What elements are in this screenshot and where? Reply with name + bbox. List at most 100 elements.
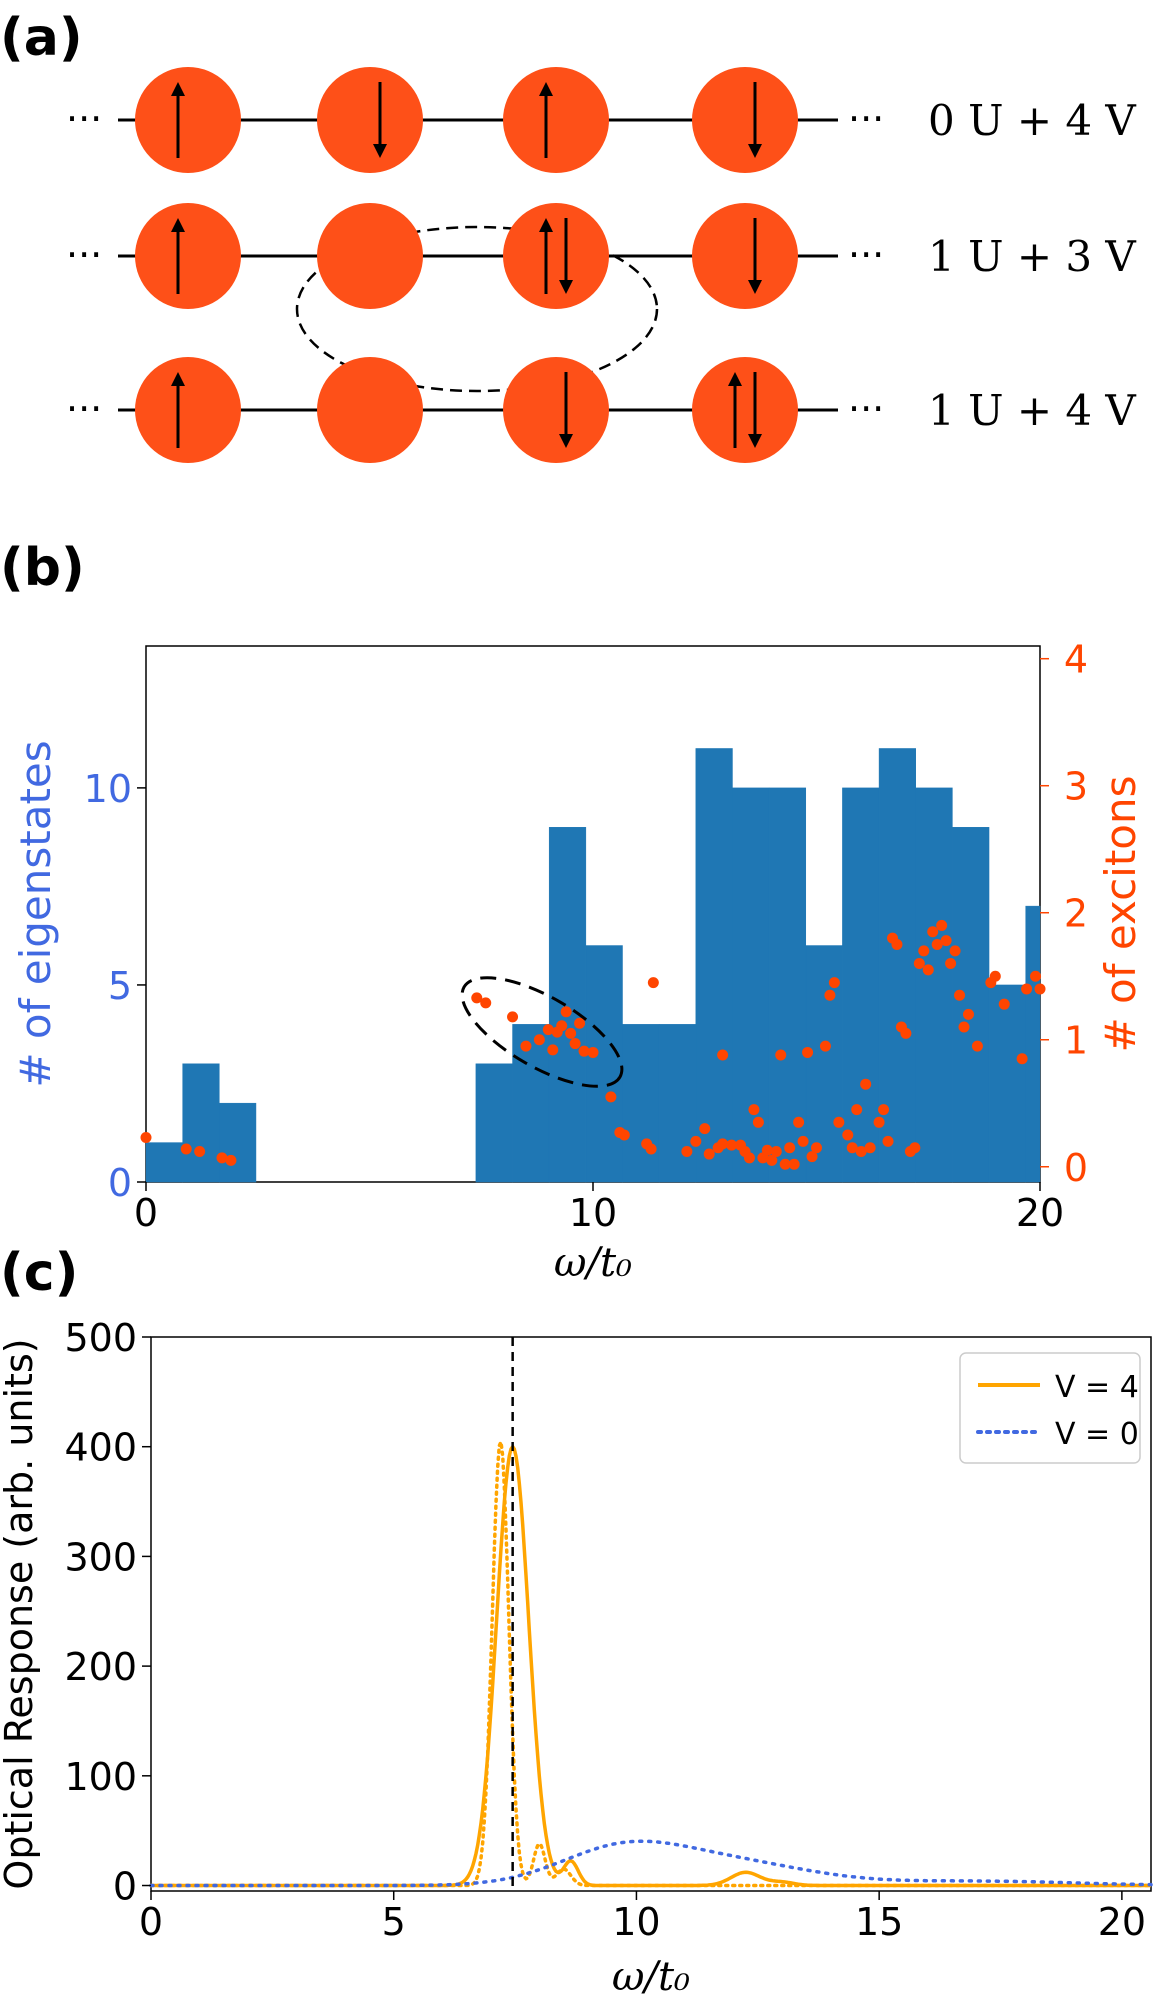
atom-site: [503, 203, 609, 309]
exciton-point: [833, 1116, 845, 1128]
exciton-point: [811, 1142, 822, 1154]
spin-up-arrowhead: [728, 372, 742, 386]
y-tick-label: 300: [64, 1535, 137, 1579]
histogram-bar: [768, 787, 807, 1183]
exciton-point: [216, 1152, 228, 1164]
configuration-energy: 0 U + 4 V: [928, 96, 1136, 145]
spin-down-arrowhead: [373, 144, 387, 158]
panel-b-left-ylabel: # of eigenstates: [11, 740, 60, 1087]
spin-down-arrowhead: [748, 280, 762, 294]
legend-label-v0: V = 0: [1055, 1417, 1139, 1452]
legend: V = 4 V = 0: [959, 1352, 1141, 1464]
y-tick-label-right: 3: [1064, 765, 1088, 809]
exciton-point: [779, 1158, 791, 1170]
x-tick-label: 20: [1098, 1900, 1146, 1944]
legend-box: [959, 1352, 1141, 1464]
panel-c-ylabel: Optical Response (arb. units): [0, 1338, 41, 1889]
y-tick-label-right: 0: [1064, 1146, 1088, 1190]
exciton-point: [1034, 983, 1046, 995]
atom-site: [692, 203, 798, 309]
spin-up-arrowhead: [539, 218, 553, 232]
atom-site: [692, 357, 798, 463]
ellipsis-left: ···: [66, 97, 102, 141]
configuration-energy: 1 U + 4 V: [928, 386, 1136, 435]
exciton-point: [1021, 983, 1033, 995]
exciton-point: [547, 1044, 559, 1056]
exciton-point: [1016, 1053, 1028, 1065]
y-tick-label-left: 0: [108, 1161, 132, 1205]
y-tick-label-right: 4: [1064, 638, 1088, 682]
atom-site: [135, 203, 241, 309]
y-tick-label: 400: [64, 1426, 137, 1470]
exciton-point: [918, 945, 930, 957]
histogram-bar: [988, 984, 1026, 1183]
exciton-point: [913, 958, 925, 970]
spin-down-arrowhead: [559, 434, 573, 448]
ellipsis-right: ···: [848, 233, 884, 277]
exciton-point: [797, 1135, 809, 1147]
exciton-point: [752, 1116, 764, 1128]
panel-a-label: (a): [0, 8, 83, 68]
spin-down-arrowhead: [559, 280, 573, 294]
spin-up-arrowhead: [171, 82, 185, 96]
histogram-bar: [695, 748, 733, 1183]
ellipsis-right: ···: [848, 97, 884, 141]
exciton-point: [565, 1027, 577, 1039]
exciton-point: [962, 1008, 974, 1020]
histogram-bar: [658, 1024, 697, 1183]
panel-b-xlabel: ω/t₀: [554, 1240, 632, 1286]
y-tick-label-left: 10: [84, 767, 132, 811]
x-tick-label: 15: [855, 1900, 903, 1944]
exciton-point: [891, 938, 903, 950]
x-tick-label: 0: [139, 1900, 163, 1944]
exciton-point: [140, 1132, 152, 1144]
exciton-point: [775, 1049, 787, 1061]
exciton-point: [770, 1146, 782, 1158]
histogram-bar: [1025, 905, 1041, 1183]
exciton-point: [855, 1146, 867, 1158]
exciton-point: [225, 1154, 237, 1166]
exciton-point: [909, 1142, 921, 1154]
histogram-bar: [145, 1142, 183, 1183]
panel-a-chains: ··· ··· 0 U + 4 V ··· ··· 1 U + 3 V ··· ··· 1 U …: [66, 67, 1136, 463]
exciton-point: [998, 998, 1010, 1010]
exciton-point: [480, 997, 492, 1009]
ellipsis-left: ···: [66, 233, 102, 277]
spin-up-arrowhead: [171, 218, 185, 232]
exciton-point: [878, 1104, 890, 1116]
exciton-point: [605, 1091, 617, 1103]
exciton-point: [1030, 970, 1042, 982]
exciton-points: [140, 919, 1046, 1170]
ellipsis-left: ···: [66, 387, 102, 431]
configuration-energy: 1 U + 3 V: [928, 232, 1136, 281]
x-tick-label: 5: [382, 1900, 406, 1944]
exciton-point: [851, 1104, 863, 1116]
legend-label-v4: V = 4: [1055, 1370, 1139, 1405]
histogram-bars: [145, 748, 1041, 1183]
exciton-point: [828, 977, 840, 989]
exciton-point: [748, 1104, 760, 1116]
x-tick-label: 10: [612, 1900, 660, 1944]
exciton-point: [542, 1024, 554, 1036]
exciton-point: [560, 1006, 572, 1018]
series-dotted-orange: [149, 1435, 1153, 1888]
exciton-point: [647, 977, 659, 989]
exciton-point: [681, 1146, 693, 1158]
y-tick-label: 500: [64, 1316, 137, 1360]
exciton-point: [936, 919, 948, 931]
atom-site: [503, 357, 609, 463]
exciton-point: [958, 1021, 970, 1033]
exciton-point: [703, 1148, 715, 1160]
y-tick-label-left: 5: [108, 964, 132, 1008]
x-tick-label: 0: [134, 1191, 158, 1235]
exciton-point: [569, 1038, 581, 1050]
exciton-point: [927, 926, 939, 938]
spin-down-arrowhead: [748, 434, 762, 448]
y-tick-label-right: 1: [1064, 1019, 1088, 1063]
exciton-point: [788, 1158, 800, 1170]
exciton-point: [726, 1139, 738, 1151]
pair-ellipse: [295, 225, 659, 393]
spin-up-arrowhead: [171, 372, 185, 386]
